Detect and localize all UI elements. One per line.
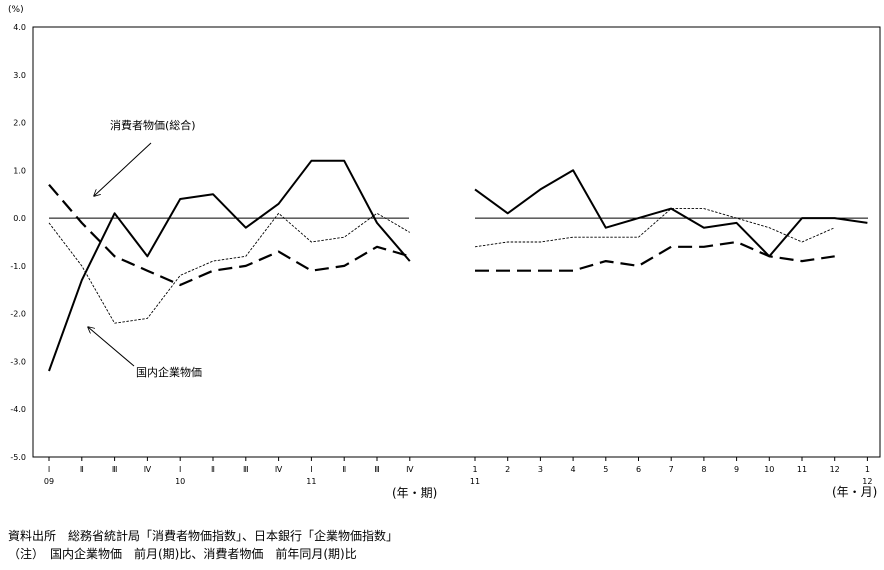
x-tick-label: 6 <box>636 465 641 474</box>
x-tick-label: 9 <box>734 465 739 474</box>
x-tick-label: Ⅳ <box>406 465 414 474</box>
series-line-dotted <box>48 212 411 324</box>
x-tick-label: 1 <box>865 465 870 474</box>
x-tick-label: Ⅲ <box>243 465 249 474</box>
x-tick-label: Ⅱ <box>211 465 215 474</box>
x-tick-label: Ⅲ <box>112 465 118 474</box>
x-tick-label: Ⅰ <box>310 465 312 474</box>
x-tick-label: 12 <box>830 465 840 474</box>
x-unit-label-quarterly: (年・期) <box>392 486 437 500</box>
series-line-solid <box>474 169 868 258</box>
y-tick-label: 2.0 <box>13 119 26 128</box>
y-tick-label: -4.0 <box>10 405 26 414</box>
series-line-long-dash <box>48 183 411 287</box>
x-tick-label: 5 <box>603 465 608 474</box>
footnote: （注） 国内企業物価 前月(期)比、消費者物価 前年同月(期)比 <box>8 547 357 561</box>
x-tick-label: 11 <box>797 465 807 474</box>
y-tick-label: 4.0 <box>13 23 26 32</box>
x-tick-label: Ⅳ <box>144 465 152 474</box>
series-layer <box>48 159 868 372</box>
plot-frame <box>32 26 881 458</box>
y-tick-label: 0.0 <box>13 214 26 223</box>
series-line-dotted <box>474 208 835 248</box>
y-tick-label: 3.0 <box>13 71 26 80</box>
x-tick-label: Ⅱ <box>342 465 346 474</box>
x-tick-label: 1 <box>472 465 477 474</box>
x-tick-label: Ⅰ <box>48 465 50 474</box>
y-unit-label: (%) <box>8 5 24 15</box>
annotation-domestic-price-arrow <box>88 327 135 367</box>
y-tick-label: -3.0 <box>10 357 26 366</box>
x-year-label: 09 <box>44 477 54 486</box>
x-tick-label: Ⅱ <box>80 465 84 474</box>
x-tick-label: 3 <box>538 465 543 474</box>
x-tick-label: Ⅳ <box>275 465 283 474</box>
x-unit-label-monthly: (年・月) <box>832 485 877 499</box>
x-year-label: 10 <box>175 477 185 486</box>
x-year-label: 12 <box>862 477 872 486</box>
x-tick-label: Ⅰ <box>179 465 181 474</box>
series-line-solid <box>48 159 411 372</box>
x-year-label: 11 <box>470 477 480 486</box>
y-tick-label: 1.0 <box>13 166 26 175</box>
annotation-consumer-price-arrow <box>94 142 152 196</box>
x-year-label: 11 <box>306 477 316 486</box>
source-note: 資料出所 総務省統計局「消費者物価指数」、日本銀行「企業物価指数」 <box>8 529 399 543</box>
x-tick-label: 10 <box>764 465 774 474</box>
y-axis-ticks: 4.0 3.0 2.0 1.0 0.0 -1.0 -2.0 -3.0 -4.0 -5.0 <box>10 23 26 462</box>
annotation-domestic-price: 国内企業物価 <box>136 365 202 379</box>
x-tick-label: Ⅲ <box>374 465 380 474</box>
x-tick-label: 8 <box>701 465 706 474</box>
x-tick-label: 7 <box>669 465 674 474</box>
y-tick-label: -2.0 <box>10 310 26 319</box>
x-tick-label: 4 <box>571 465 576 474</box>
annotation-consumer-price: 消費者物価(総合) <box>110 118 196 132</box>
x-tick-label: 2 <box>505 465 510 474</box>
y-tick-label: -5.0 <box>10 453 26 462</box>
y-tick-label: -1.0 <box>10 262 26 271</box>
series-line-long-dash <box>475 240 835 272</box>
